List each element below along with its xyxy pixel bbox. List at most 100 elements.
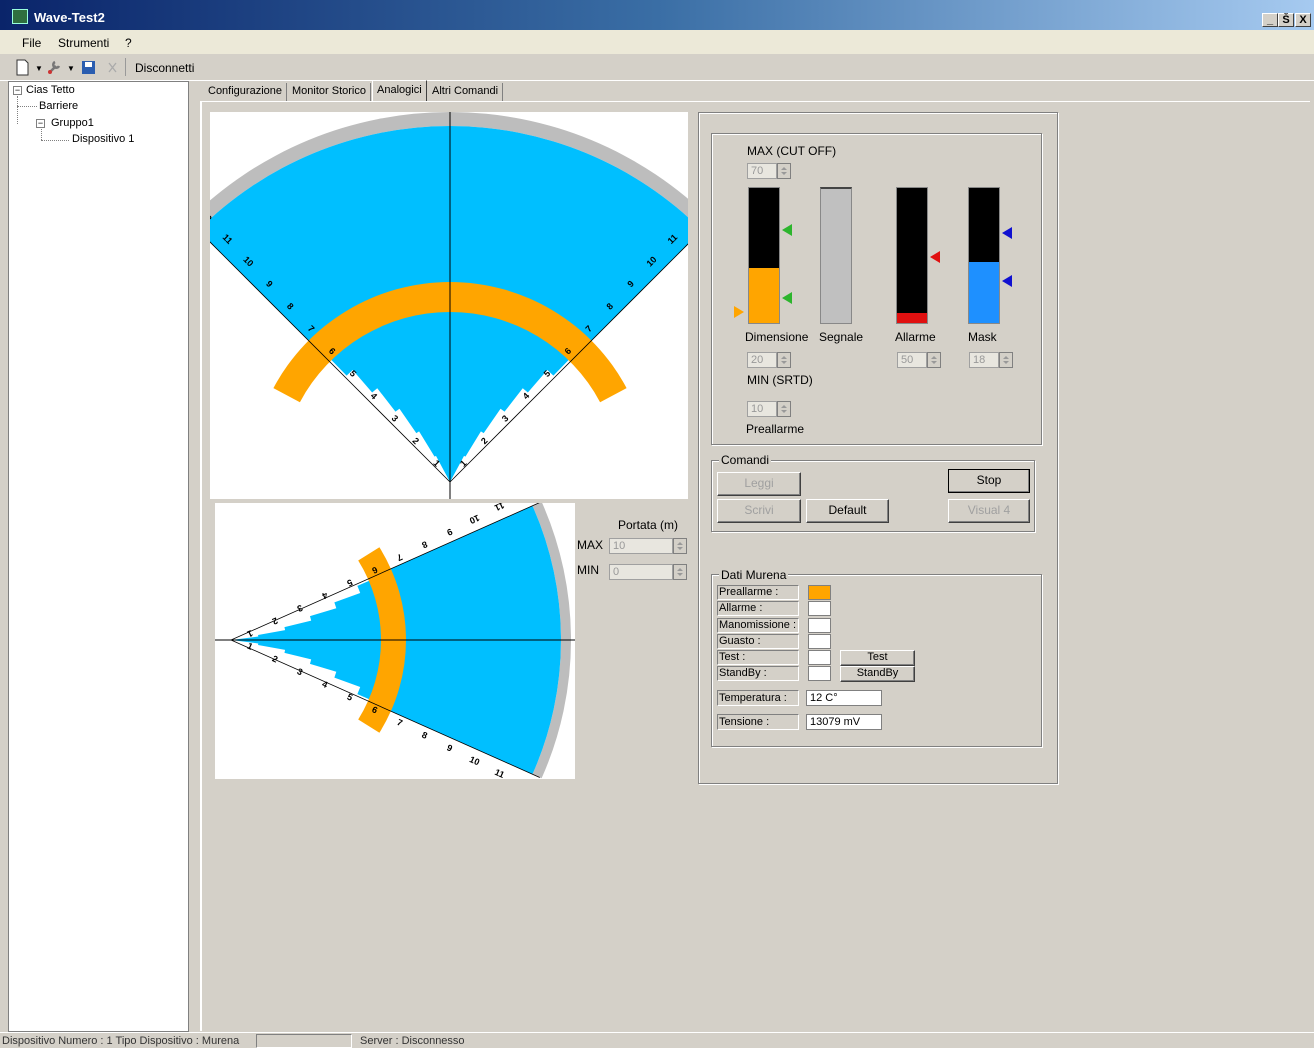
allarme-bar-fill [897,313,927,323]
save-icon[interactable] [80,59,97,76]
top-scale-line [230,503,540,641]
disconnect-button[interactable]: Disconnetti [135,61,195,75]
minimize-button[interactable]: _ [1262,13,1278,27]
tensione-value: 13079 mV [806,714,882,730]
radar-top-right-tick: 8 [604,301,615,312]
allarme-marker[interactable] [930,251,940,263]
tree-item-gruppo[interactable]: Gruppo1 [51,117,94,129]
bottom-scale-line [230,639,540,778]
target-ring [273,282,627,403]
radar-top-right-tick: 9 [625,279,636,290]
allarme-label: Allarme [895,330,936,344]
radar-bottom-top-tick: 8 [420,539,429,550]
radar-top-right-tick: 5 [542,368,553,379]
new-file-icon[interactable] [14,59,31,76]
mask-max-marker[interactable] [1002,227,1012,239]
radar-top-left-tick: 5 [348,368,359,379]
tree-item-dispositivo[interactable]: Dispositivo 1 [72,133,135,145]
visual-button[interactable]: Visual 4 [948,499,1030,523]
range-limit-arc [210,112,688,220]
scrivi-button[interactable]: Scrivi [717,499,801,523]
max-level-marker[interactable] [782,224,792,236]
radar-top-left-tick: 1 [431,458,442,469]
status-progress [256,1034,352,1048]
status-bar [0,1032,1314,1048]
mask-bar-fill [969,262,999,323]
tree-collapse-icon[interactable]: − [13,85,22,95]
min-level-marker[interactable] [782,292,792,304]
leggi-button[interactable]: Leggi [717,472,801,496]
radar-bottom-top-tick: 9 [445,526,454,537]
tree-collapse-icon[interactable]: − [36,118,45,128]
mask-spinner[interactable] [999,352,1013,368]
guasto-indicator [808,634,831,649]
tab-configurazione[interactable]: Configurazione [204,83,287,102]
dropdown-arrow-icon[interactable]: ▼ [35,64,43,73]
portata-min-spinner[interactable] [673,564,687,580]
test-indicator [808,650,831,665]
close-button[interactable]: X [1295,13,1311,27]
allarme-spinner[interactable] [927,352,941,368]
title-bar: Wave-Test2 _ Š X [0,0,1314,30]
radar-bottom-bottom-tick: 2 [271,653,280,664]
allarme-bar [896,187,928,324]
dimensione-spinner[interactable] [777,352,791,368]
tab-monitor-storico[interactable]: Monitor Storico [288,83,371,102]
min-srtd-field[interactable]: 10 [747,401,777,417]
comandi-group [711,460,1035,532]
tab-altri-comandi[interactable]: Altri Comandi [428,83,504,102]
portata-max-field[interactable]: 10 [609,538,673,554]
restore-button[interactable]: Š [1278,13,1294,27]
dimensione-field[interactable]: 20 [747,352,777,368]
radar-bottom-top-tick: 3 [296,603,305,614]
dimensione-bar-fill [749,268,779,323]
radar-top-right-tick: 3 [500,413,511,424]
standby-indicator [808,666,831,681]
dropdown-arrow-icon[interactable]: ▼ [67,64,75,73]
min-srtd-label: MIN (SRTD) [747,373,813,387]
range-limit-arc [532,503,571,779]
cut-icon[interactable] [104,59,121,76]
radar-top-left-tick: 10 [241,254,255,268]
tree-line [41,140,69,141]
tree-item-root[interactable]: Cias Tetto [26,84,75,96]
preallarme-marker[interactable] [734,306,744,318]
radar-bottom-bottom-tick: 8 [420,730,429,741]
app-icon [12,9,28,24]
test-button[interactable]: Test [840,650,915,666]
menu-strumenti[interactable]: Strumenti [58,36,110,50]
segnale-label: Segnale [819,330,864,344]
max-cutoff-field[interactable]: 70 [747,163,777,179]
radar-bottom-top-tick: 6 [370,565,379,576]
default-button[interactable]: Default [806,499,889,523]
segnale-bar [820,187,852,324]
wrench-icon[interactable] [46,59,63,76]
allarme-indicator [808,601,831,616]
standby-button[interactable]: StandBy [840,666,915,682]
tree-item-barriere[interactable]: Barriere [39,100,79,112]
radar-bottom-bottom-tick: 1 [246,641,255,652]
allarme-field[interactable]: 50 [897,352,927,368]
radar-bottom-bottom-tick: 6 [370,704,379,715]
mask-min-marker[interactable] [1002,275,1012,287]
tree-line [17,106,37,107]
portata-min-field[interactable]: 0 [609,564,673,580]
portata-max-label: MAX [577,538,604,552]
levels-group [711,133,1042,445]
radar-bottom-bottom-tick: 3 [296,666,305,677]
portata-min-label: MIN [577,563,599,577]
portata-max-spinner[interactable] [673,538,687,554]
radar-top-right-tick: 2 [479,436,490,447]
temperatura-value: 12 C° [806,690,882,706]
radar-top-left-tick: 6 [327,346,338,357]
stop-button[interactable]: Stop [948,469,1030,493]
radar-top-left-tick: 4 [369,391,380,402]
tab-analogici[interactable]: Analogici [372,80,427,102]
mask-field[interactable]: 18 [969,352,999,368]
menu-file[interactable]: File [22,36,42,50]
menu-help[interactable]: ? [125,36,132,50]
max-cutoff-spinner[interactable] [777,163,791,179]
min-srtd-spinner[interactable] [777,401,791,417]
temperatura-label: Temperatura : [717,690,799,706]
